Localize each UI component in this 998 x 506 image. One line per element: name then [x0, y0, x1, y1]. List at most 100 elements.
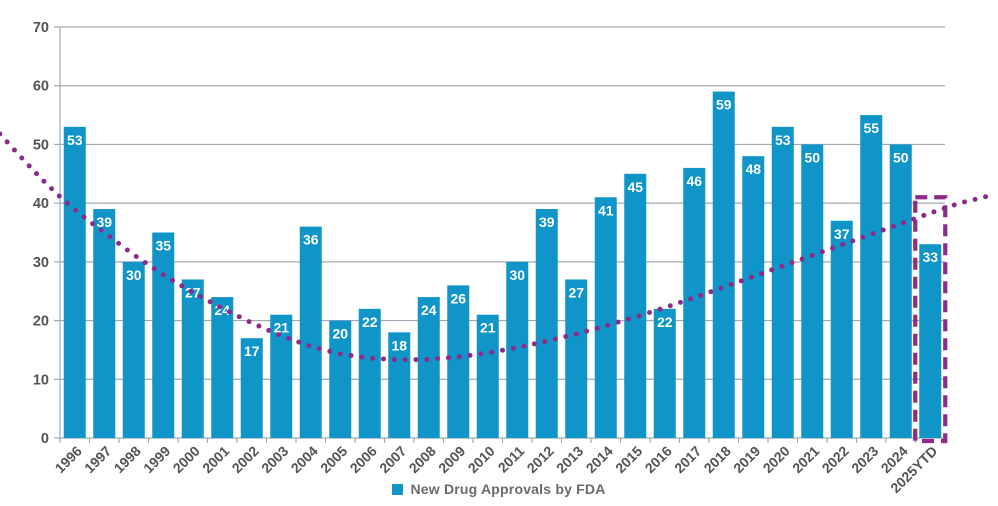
trend-dot	[81, 214, 87, 220]
bar-value-label: 36	[303, 232, 319, 248]
trend-dot	[531, 341, 537, 347]
trend-dot	[809, 252, 815, 258]
trend-dot	[718, 285, 724, 291]
trend-dot	[951, 202, 957, 208]
trend-dot	[467, 352, 473, 358]
trend-dot	[615, 319, 621, 325]
trend-dot	[266, 327, 272, 333]
y-axis-label-0: 0	[41, 431, 49, 447]
bar-2001	[211, 297, 234, 438]
bar-value-label: 45	[627, 179, 643, 195]
bar-2021	[801, 144, 824, 438]
trend-dot	[236, 314, 242, 320]
x-axis-label-2022: 2022	[819, 443, 852, 476]
trend-dot	[521, 343, 527, 349]
trend-dot	[107, 234, 113, 240]
bar-2025YTD	[919, 244, 942, 438]
y-axis-label-20: 20	[33, 314, 49, 330]
trend-dot	[605, 322, 611, 328]
trend-dot	[142, 260, 148, 266]
trend-dot	[179, 283, 185, 289]
trend-dot	[226, 309, 232, 315]
trend-dot	[962, 199, 968, 205]
trend-dot	[759, 271, 765, 277]
x-axis-label-2002: 2002	[229, 443, 262, 476]
trend-dot	[445, 355, 451, 361]
bar-1996	[63, 126, 86, 439]
trend-dot	[850, 238, 856, 244]
trend-dot	[359, 354, 365, 360]
trend-dot	[921, 212, 927, 218]
trend-dot	[500, 347, 505, 353]
trend-dot	[124, 247, 130, 253]
trend-dot	[370, 355, 376, 361]
bar-value-label: 24	[421, 302, 437, 318]
bar-value-label: 21	[273, 320, 289, 336]
trend-dot	[207, 299, 213, 305]
y-axis-label-10: 10	[33, 372, 49, 388]
bar-2003	[270, 314, 293, 438]
trend-dot	[880, 227, 886, 233]
bar-value-label: 50	[893, 149, 909, 165]
trend-dot	[217, 304, 223, 310]
trend-dot	[626, 316, 632, 322]
trend-dot	[276, 332, 282, 338]
x-axis-label-2009: 2009	[435, 443, 468, 476]
bar-value-label: 48	[745, 161, 761, 177]
x-axis-label-1999: 1999	[140, 443, 173, 476]
x-axis-label-2014: 2014	[583, 443, 616, 476]
trend-dot	[983, 194, 989, 200]
x-axis-label-2007: 2007	[376, 443, 409, 476]
x-axis-label-2021: 2021	[789, 443, 822, 476]
trend-dot	[316, 346, 322, 352]
trend-dot	[26, 163, 32, 169]
y-axis-label-40: 40	[33, 196, 49, 212]
bar-2024	[889, 144, 912, 438]
trend-dot	[748, 274, 754, 280]
trend-dot	[198, 294, 204, 300]
bar-value-label: 46	[686, 173, 702, 189]
trend-dot	[348, 353, 354, 359]
bar-2020	[771, 126, 794, 439]
x-axis-label-2012: 2012	[524, 443, 557, 476]
bar-2013	[565, 279, 588, 438]
trend-dot	[708, 289, 714, 295]
bar-2000	[181, 279, 204, 438]
trend-dot	[327, 348, 333, 354]
bar-value-label: 53	[67, 132, 83, 148]
trend-dot	[64, 200, 70, 206]
trend-dot	[337, 351, 343, 357]
trend-dot	[552, 336, 558, 342]
trend-dot	[657, 306, 663, 312]
bar-value-label: 30	[126, 267, 142, 283]
bar-value-label: 35	[155, 238, 171, 254]
bar-1998	[122, 261, 145, 438]
bar-2014	[594, 197, 617, 438]
bar-value-label: 22	[362, 314, 378, 330]
bar-2008	[417, 297, 440, 438]
x-axis-label-2004: 2004	[288, 443, 321, 476]
bar-value-label: 22	[657, 314, 673, 330]
trend-dot	[424, 356, 430, 362]
trend-dot	[667, 303, 673, 309]
highlight-box-2025ytd	[913, 195, 948, 444]
bar-2015	[624, 173, 647, 439]
x-axis-label-2008: 2008	[406, 443, 439, 476]
bar-value-label: 59	[716, 97, 732, 113]
trend-dot	[133, 253, 139, 259]
x-axis-label-2019: 2019	[730, 443, 763, 476]
trend-dot	[34, 171, 40, 177]
trend-dot	[941, 205, 947, 211]
x-axis-label-2023: 2023	[848, 443, 881, 476]
trend-dot	[151, 266, 157, 272]
trend-dot	[435, 356, 441, 362]
x-axis-label-2020: 2020	[760, 443, 793, 476]
trend-dot	[456, 354, 462, 360]
bar-value-label: 39	[96, 214, 112, 230]
bar-2022	[830, 220, 853, 438]
bar-1999	[152, 232, 175, 438]
x-axis-label-2011: 2011	[495, 443, 528, 476]
trend-dot	[296, 339, 302, 345]
bar-2011	[506, 261, 529, 438]
trend-dot	[4, 139, 10, 145]
